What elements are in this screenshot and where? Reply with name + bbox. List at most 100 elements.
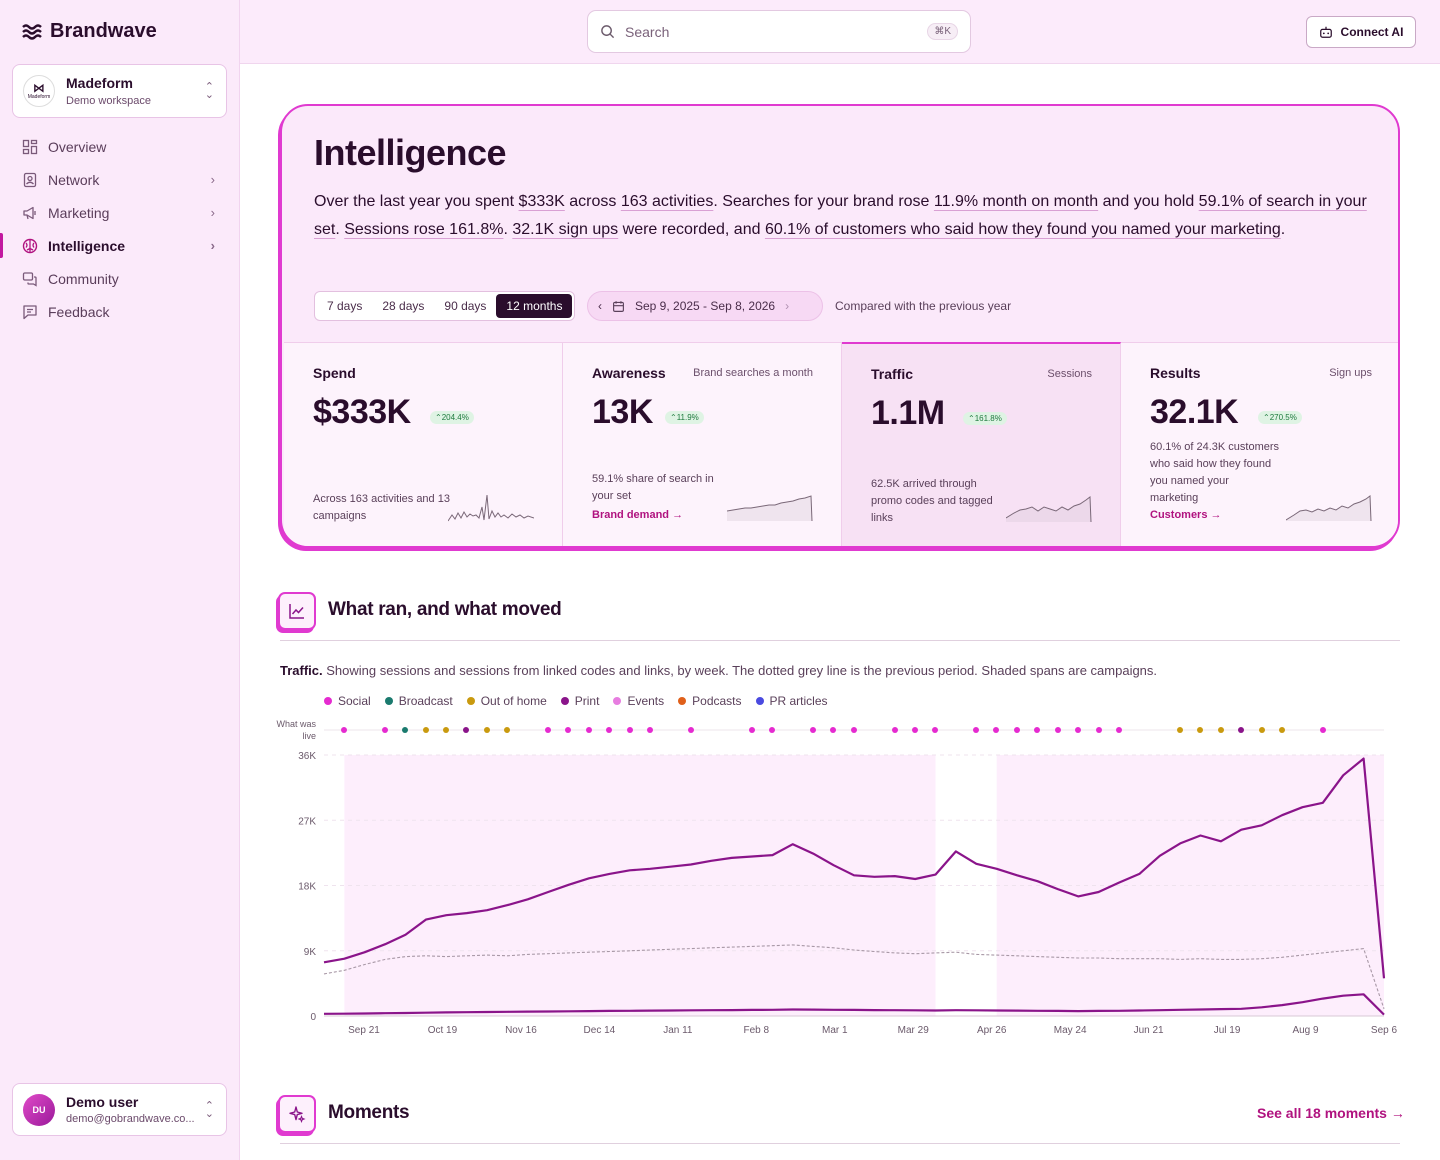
summary-link-activities[interactable]: 163 activities <box>620 193 714 210</box>
previous-period-line <box>323 944 1385 1009</box>
search-input[interactable]: Search ⌘K <box>587 10 971 53</box>
nav-item-feedback[interactable]: Feedback <box>12 295 227 328</box>
customers-link[interactable]: Customers → <box>1150 509 1222 521</box>
kpi-value: 13K <box>592 393 653 431</box>
chat-icon <box>22 271 38 287</box>
nav-item-overview[interactable]: Overview <box>12 130 227 163</box>
linked-sessions-line <box>323 993 1385 1016</box>
legend-item-social[interactable]: Social <box>324 694 371 708</box>
main-nav: Overview Network › Marketing › Intellige… <box>0 130 227 328</box>
chevron-left-icon[interactable]: ‹ <box>598 299 602 313</box>
live-marker <box>1116 727 1122 733</box>
summary-link-signups[interactable]: 32.1K sign ups <box>512 221 619 238</box>
nav-label: Intelligence <box>48 237 126 254</box>
date-range-picker[interactable]: ‹ Sep 9, 2025 - Sep 8, 2026 › <box>587 291 823 321</box>
x-tick-label: Mar 1 <box>822 1025 848 1036</box>
kpi-traffic[interactable]: Traffic Sessions 1.1M ⌃161.8% 62.5K arri… <box>842 342 1121 546</box>
m-logo-icon: ⋈ <box>33 81 45 95</box>
chevron-updown-icon: ⌃ ⌄ <box>204 1099 214 1120</box>
line-chart-icon <box>289 604 304 619</box>
caption-text: Showing sessions and sessions from linke… <box>322 663 1158 678</box>
range-selector: 7 days 28 days 90 days 12 months <box>314 291 576 321</box>
legend-item-print[interactable]: Print <box>560 694 600 708</box>
connect-ai-label: Connect AI <box>1340 25 1404 39</box>
range-7-days[interactable]: 7 days <box>327 299 363 313</box>
live-marker <box>1014 727 1020 733</box>
summary-link-sessions[interactable]: Sessions rose 161.8% <box>344 221 504 238</box>
live-marker <box>463 727 469 733</box>
user-menu[interactable]: DU Demo user demo@gobrandwave.co... ⌃ ⌄ <box>12 1083 227 1136</box>
sparkline-traffic <box>1006 496 1092 523</box>
summary-part: were recorded, and <box>618 221 765 238</box>
kpi-value: $333K <box>313 393 411 431</box>
y-tick-label: 9K <box>304 947 317 958</box>
workspace-logo: ⋈ Madeform <box>23 75 55 107</box>
live-marker <box>973 727 979 733</box>
kpi-subtitle: Sessions <box>1047 368 1092 380</box>
kpi-row: Spend $333K ⌃204.4% Across 163 activitie… <box>284 342 1398 546</box>
change-value: 161.8% <box>974 414 1002 423</box>
chevron-updown-icon: ⌃ ⌄ <box>204 81 214 101</box>
connect-ai-button[interactable]: Connect AI <box>1306 16 1416 48</box>
live-marker <box>892 727 898 733</box>
summary-link-searches[interactable]: 11.9% month on month <box>933 193 1099 210</box>
live-marker <box>749 727 755 733</box>
chevron-right-icon[interactable]: › <box>785 299 790 313</box>
kpi-value: 1.1M <box>871 394 945 432</box>
kpi-awareness[interactable]: Awareness Brand searches a month 13K ⌃11… <box>563 343 842 546</box>
sparkline-spend <box>448 494 534 522</box>
live-marker <box>1197 727 1203 733</box>
nav-item-intelligence[interactable]: Intelligence › <box>0 229 227 262</box>
legend-item-broadcast[interactable]: Broadcast <box>384 694 453 708</box>
x-tick-label: Oct 19 <box>428 1025 458 1036</box>
range-12-months[interactable]: 12 months <box>496 294 573 318</box>
legend-label: Broadcast <box>398 694 453 708</box>
nav-item-marketing[interactable]: Marketing › <box>12 196 227 229</box>
live-marker <box>1034 727 1040 733</box>
brand-demand-link[interactable]: Brand demand → <box>592 509 683 521</box>
date-range-text: Sep 9, 2025 - Sep 8, 2026 <box>635 299 776 313</box>
x-tick-label: Feb 8 <box>744 1025 770 1036</box>
nav-item-community[interactable]: Community <box>12 262 227 295</box>
legend-dot <box>613 697 622 705</box>
summary-link-share[interactable]: 59.1% of search in your set <box>314 193 1367 238</box>
kpi-spend[interactable]: Spend $333K ⌃204.4% Across 163 activitie… <box>284 343 563 546</box>
live-marker <box>402 727 408 733</box>
legend-dot <box>384 697 393 705</box>
kpi-title: Results <box>1150 365 1201 381</box>
legend-item-podcasts[interactable]: Podcasts <box>678 694 742 708</box>
shortcut-badge: ⌘K <box>927 23 958 40</box>
live-marker <box>1238 727 1244 733</box>
live-marker <box>484 727 490 733</box>
live-marker <box>1259 727 1265 733</box>
see-all-moments-link[interactable]: See all 18 moments → <box>1257 1105 1405 1121</box>
live-marker <box>1096 727 1102 733</box>
moments-section-icon <box>278 1095 316 1133</box>
legend-label: Print <box>574 694 600 708</box>
grid-icon <box>22 139 38 155</box>
summary-link-customers[interactable]: 60.1% of customers who said how they fou… <box>764 221 1281 238</box>
x-tick-label: Aug 9 <box>1292 1025 1319 1036</box>
legend-label: Social <box>338 694 371 708</box>
nav-item-network[interactable]: Network › <box>12 163 227 196</box>
live-row-label: live <box>302 731 316 741</box>
summary-link-spend[interactable]: $333K <box>518 193 565 210</box>
sparkle-icon <box>289 1106 306 1123</box>
kpi-description: 59.1% share of search in your set <box>592 473 714 502</box>
summary-part: across <box>564 193 621 210</box>
range-90-days[interactable]: 90 days <box>444 299 487 313</box>
kpi-results[interactable]: Results Sign ups 32.1K ⌃270.5% 60.1% of … <box>1121 343 1398 546</box>
search-icon <box>601 25 615 39</box>
nav-label: Overview <box>48 138 107 155</box>
range-28-days[interactable]: 28 days <box>382 299 425 313</box>
legend-item-out-of-home[interactable]: Out of home <box>466 694 547 708</box>
summary-part: Over the last year you spent <box>314 193 519 210</box>
workspace-switcher[interactable]: ⋈ Madeform Madeform Demo workspace ⌃ ⌄ <box>12 64 227 118</box>
live-marker <box>606 727 612 733</box>
legend-item-events[interactable]: Events <box>613 694 664 708</box>
legend-item-pr-articles[interactable]: PR articles <box>755 694 828 708</box>
user-name: Demo user <box>66 1094 139 1110</box>
user-email: demo@gobrandwave.co... <box>66 1113 195 1125</box>
brand-logo[interactable]: Brandwave <box>22 20 157 43</box>
live-marker <box>1279 727 1285 733</box>
